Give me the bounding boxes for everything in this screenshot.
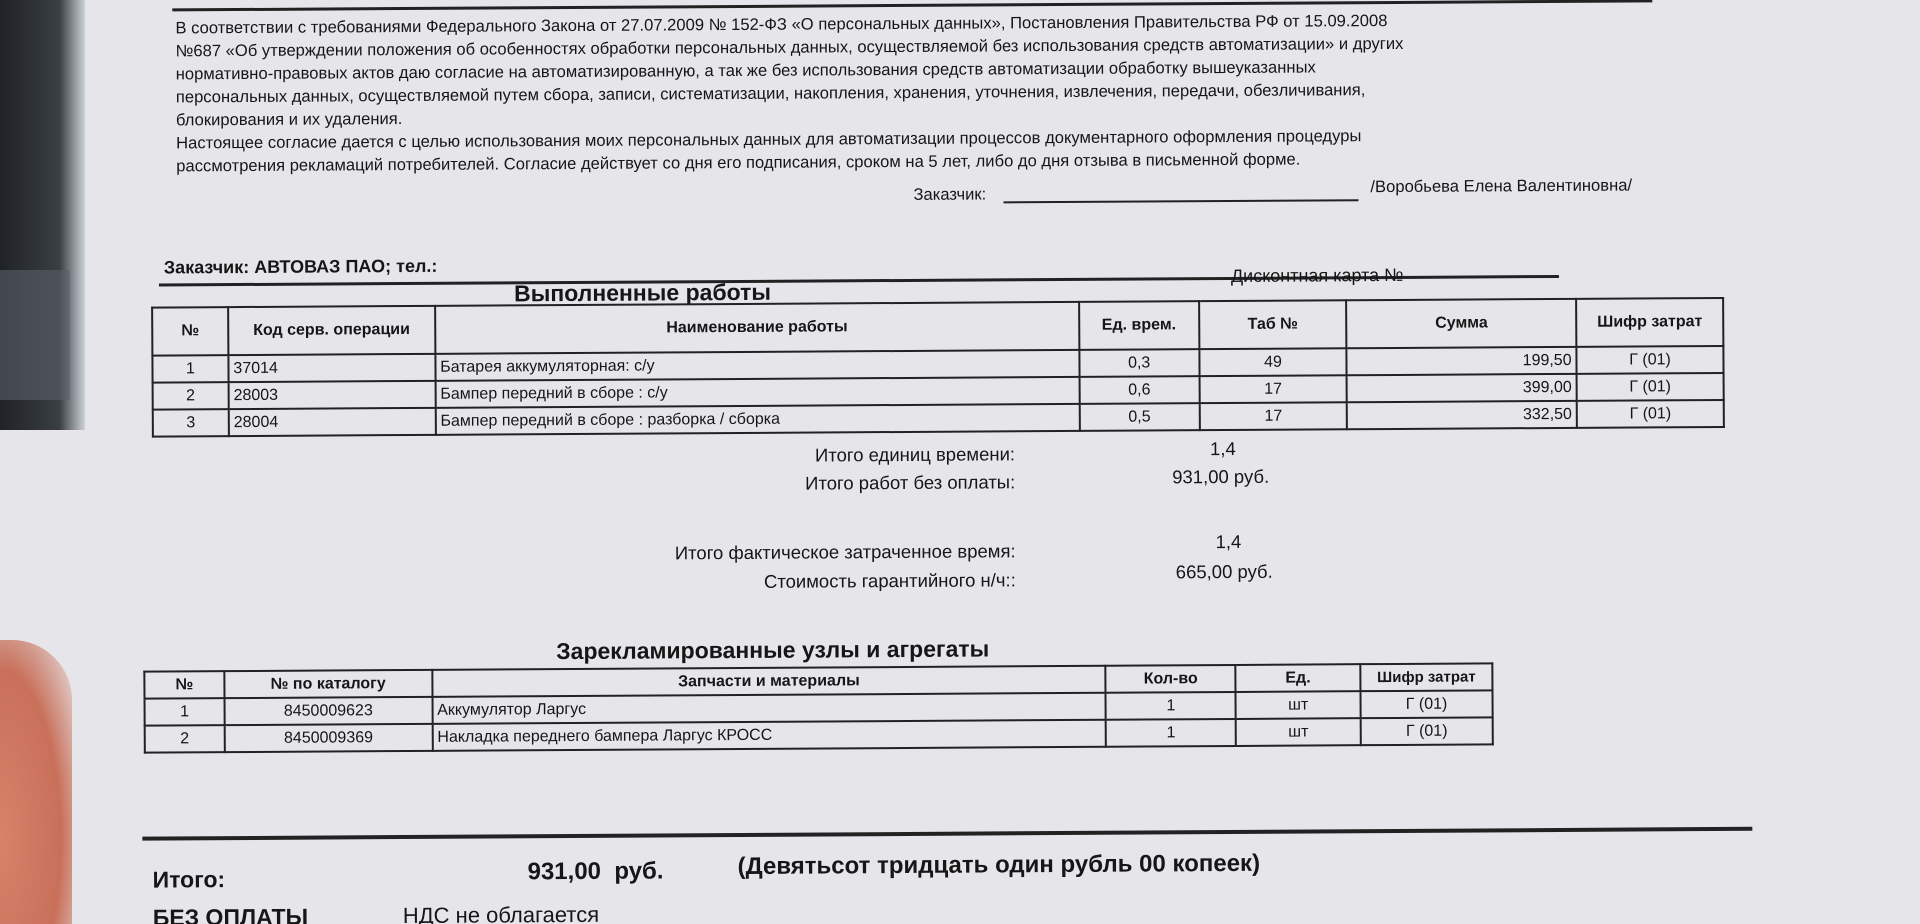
summary-rule bbox=[142, 826, 1753, 841]
cell-cipher: Г (01) bbox=[1360, 690, 1493, 719]
cell-cipher: Г (01) bbox=[1360, 717, 1493, 746]
cell-cipher: Г (01) bbox=[1576, 345, 1724, 374]
cell-name: Накладка переднего бампера Ларгус КРОСС bbox=[432, 719, 1107, 751]
summary-amount: 931,00 руб. bbox=[527, 857, 664, 886]
cell-code: 28004 bbox=[228, 407, 436, 437]
cell-n: 2 bbox=[152, 382, 229, 410]
cell-name: Аккумулятор Ларгус bbox=[432, 692, 1107, 724]
discount-card-label: Дисконтная карта № bbox=[1230, 264, 1404, 286]
cell-tab: 17 bbox=[1199, 402, 1348, 431]
cell-catalog: 8450009369 bbox=[224, 723, 433, 753]
col-header: Код серв. операции bbox=[228, 305, 436, 356]
cell-sum: 332,50 bbox=[1347, 400, 1577, 430]
cell-code: 28003 bbox=[228, 380, 436, 410]
total-label: Итого фактическое затраченное время: bbox=[674, 540, 1016, 564]
cell-n: 3 bbox=[152, 409, 229, 437]
col-header: Шифр затрат bbox=[1360, 663, 1493, 692]
cell-code: 37014 bbox=[228, 353, 436, 383]
cell-qty: 1 bbox=[1105, 691, 1236, 720]
col-header: № bbox=[152, 307, 229, 356]
payment-status: БЕЗ ОПЛАТЫ bbox=[152, 903, 309, 924]
parts-table: № № по каталогу Запчасти и материалы Кол… bbox=[143, 662, 1493, 753]
cell-unit: шт bbox=[1235, 718, 1361, 746]
cell-cipher: Г (01) bbox=[1576, 372, 1724, 401]
signature-label: Заказчик: bbox=[913, 184, 987, 204]
cell-cipher: Г (01) bbox=[1576, 399, 1724, 428]
total-value: 665,00 руб. bbox=[1175, 560, 1273, 583]
cell-catalog: 8450009623 bbox=[224, 696, 433, 726]
parts-title: Зарекламированные узлы и агрегаты bbox=[556, 635, 990, 665]
total-value: 931,00 руб. bbox=[1172, 465, 1270, 488]
col-header: № bbox=[144, 671, 225, 699]
signature-line bbox=[1003, 199, 1359, 203]
cell-name: Батарея аккумуляторная: с/у bbox=[435, 349, 1080, 381]
cell-sum: 399,00 bbox=[1346, 373, 1577, 403]
total-label: Итого работ без оплаты: bbox=[805, 471, 1016, 494]
col-header: Кол-во bbox=[1105, 664, 1236, 693]
col-header: Наименование работы bbox=[434, 301, 1080, 354]
cell-unit: шт bbox=[1235, 691, 1361, 719]
total-label: Итого единиц времени: bbox=[814, 443, 1016, 466]
vat-note: НДС не облагается bbox=[402, 901, 600, 924]
cell-sum: 199,50 bbox=[1346, 346, 1577, 376]
col-header: Запчасти и материалы bbox=[431, 665, 1106, 697]
background-object bbox=[0, 270, 70, 400]
total-value: 1,4 bbox=[1209, 437, 1236, 460]
summary-words: (Девятьсот тридцать один рубль 00 копеек… bbox=[737, 849, 1261, 880]
cell-name: Бампер передний в сборе : с/у bbox=[435, 376, 1080, 408]
col-header: Шифр затрат bbox=[1576, 297, 1724, 347]
cell-time: 0,6 bbox=[1079, 376, 1200, 404]
cell-n: 1 bbox=[152, 355, 229, 383]
cell-time: 0,5 bbox=[1079, 403, 1200, 431]
summary-label: Итого: bbox=[152, 866, 226, 893]
cell-time: 0,3 bbox=[1079, 349, 1200, 377]
col-header: Сумма bbox=[1346, 298, 1577, 349]
finger bbox=[0, 640, 72, 924]
cell-tab: 17 bbox=[1199, 375, 1348, 404]
cell-qty: 1 bbox=[1106, 718, 1237, 747]
col-header: Ед. bbox=[1235, 664, 1361, 692]
cell-tab: 49 bbox=[1199, 348, 1347, 377]
col-header: Ед. врем. bbox=[1078, 301, 1200, 350]
col-header: Таб № bbox=[1198, 300, 1347, 350]
total-label: Стоимость гарантийного н/ч:: bbox=[763, 569, 1016, 592]
customer-line: Заказчик: АВТОВАЗ ПАО; тел.: bbox=[163, 255, 438, 278]
works-table: № Код серв. операции Наименование работы… bbox=[151, 297, 1725, 438]
total-value: 1,4 bbox=[1215, 530, 1242, 553]
signature-name: /Воробьева Елена Валентиновна/ bbox=[1370, 175, 1633, 197]
cell-n: 1 bbox=[144, 698, 225, 726]
cell-name: Бампер передний в сборе : разборка / сбо… bbox=[435, 403, 1080, 435]
consent-text: В соответствии с требованиями Федерально… bbox=[175, 7, 1656, 177]
cell-n: 2 bbox=[144, 725, 225, 753]
col-header: № по каталогу bbox=[224, 669, 433, 699]
